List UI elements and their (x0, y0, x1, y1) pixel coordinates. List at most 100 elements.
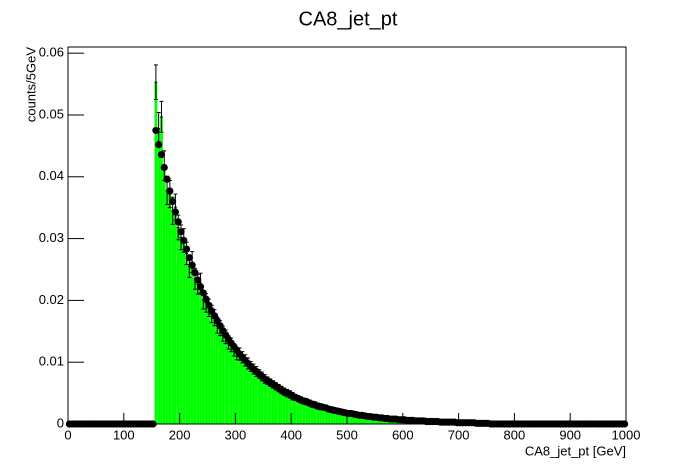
data-point (196, 283, 205, 291)
histogram-bar (218, 328, 222, 424)
histogram-bar (319, 406, 322, 424)
data-point (182, 245, 191, 253)
histogram-bar (280, 390, 283, 424)
histogram-bar (338, 411, 342, 424)
histogram-bar (204, 302, 208, 424)
data-point (180, 236, 188, 245)
histogram-bar (352, 414, 356, 424)
histogram-bar (171, 210, 175, 424)
y-tick-label: 0 (57, 415, 64, 430)
histogram-bar (160, 116, 163, 424)
histogram-bar (341, 412, 345, 424)
data-point (174, 218, 182, 226)
data-point (199, 289, 207, 297)
data-point (188, 261, 196, 269)
histogram-bar (193, 278, 197, 424)
data-point (191, 268, 199, 277)
histogram-bar (176, 227, 180, 424)
histogram-bar (335, 411, 339, 424)
histogram-bar (229, 344, 233, 424)
histogram-bar (238, 354, 241, 424)
data-point (177, 228, 185, 236)
histogram-bar (369, 416, 373, 424)
histogram-bar (235, 353, 239, 424)
histogram-bar (263, 378, 267, 424)
data-point (194, 276, 202, 284)
histogram-bar (366, 416, 370, 424)
histogram-bar (330, 409, 334, 424)
x-tick-label: 700 (448, 427, 470, 442)
data-point (166, 187, 174, 195)
histogram-bar (316, 406, 320, 424)
histogram-bar (168, 194, 172, 424)
histogram-bar (324, 407, 328, 424)
histogram-bar (321, 407, 325, 424)
data-point (169, 197, 177, 206)
y-tick-label: 0.03 (39, 230, 64, 245)
x-tick-label: 800 (504, 427, 526, 442)
histogram-bar (327, 409, 331, 424)
histogram-bar (232, 349, 236, 424)
histogram-bar (249, 366, 253, 424)
x-axis-label: CA8_jet_pt [GeV] (525, 443, 626, 458)
histogram-bar (196, 284, 200, 424)
data-point (185, 254, 193, 262)
histogram-bar (240, 357, 244, 424)
histogram-bar (207, 307, 211, 424)
histogram-bar (154, 82, 158, 424)
histogram-bar (179, 237, 183, 424)
data-point (205, 301, 213, 309)
x-tick-label: 900 (559, 427, 581, 442)
x-tick-label: 0 (64, 427, 71, 442)
histogram-bar (165, 190, 169, 424)
histogram-bar (274, 386, 278, 424)
x-tick-label: 400 (280, 427, 302, 442)
y-tick-label: 0.06 (39, 45, 64, 60)
histogram-bar (182, 240, 186, 424)
histogram-bar (299, 399, 303, 424)
histogram-bar (257, 373, 261, 424)
plot-area (65, 64, 629, 428)
histogram-bar (221, 333, 225, 424)
histogram-bar (296, 398, 300, 424)
histogram-bar (291, 396, 294, 424)
y-tick-label: 0.01 (39, 354, 64, 369)
y-tick-label: 0.02 (39, 292, 64, 307)
y-axis-label: counts/5GeV (23, 47, 38, 122)
data-point (157, 150, 166, 159)
histogram-bar (333, 410, 336, 424)
histogram-bar (210, 313, 214, 424)
histogram-bar (307, 402, 311, 424)
x-tick-label: 100 (113, 427, 135, 442)
chart-title: CA8_jet_pt (299, 8, 398, 30)
histogram-bar (246, 363, 250, 424)
histogram-bar (285, 393, 289, 424)
histogram-bar (215, 325, 219, 424)
histogram-bar (157, 128, 161, 424)
histogram-bar (293, 397, 297, 424)
histogram-bar (187, 266, 191, 424)
histogram-bar (266, 380, 269, 424)
histogram-bar (363, 415, 367, 424)
histogram-bar (277, 388, 281, 424)
histogram-bar (355, 414, 359, 424)
histogram-bar (162, 165, 166, 424)
histogram-bar (213, 317, 216, 424)
data-point (155, 141, 163, 149)
histogram-bar (268, 382, 272, 424)
data-point (171, 208, 180, 216)
histogram-bar (310, 404, 314, 424)
histogram-bar (260, 376, 264, 424)
data-point (202, 295, 210, 303)
histogram-bar (252, 368, 255, 424)
histogram-bar (347, 413, 350, 424)
histogram-bar (288, 394, 292, 424)
y-tick-label: 0.04 (39, 168, 64, 183)
histogram-bar (199, 283, 202, 424)
x-tick-label: 1000 (612, 427, 641, 442)
x-tick-label: 500 (336, 427, 358, 442)
y-tick-label: 0.05 (39, 106, 64, 121)
histogram-bar (190, 262, 194, 424)
